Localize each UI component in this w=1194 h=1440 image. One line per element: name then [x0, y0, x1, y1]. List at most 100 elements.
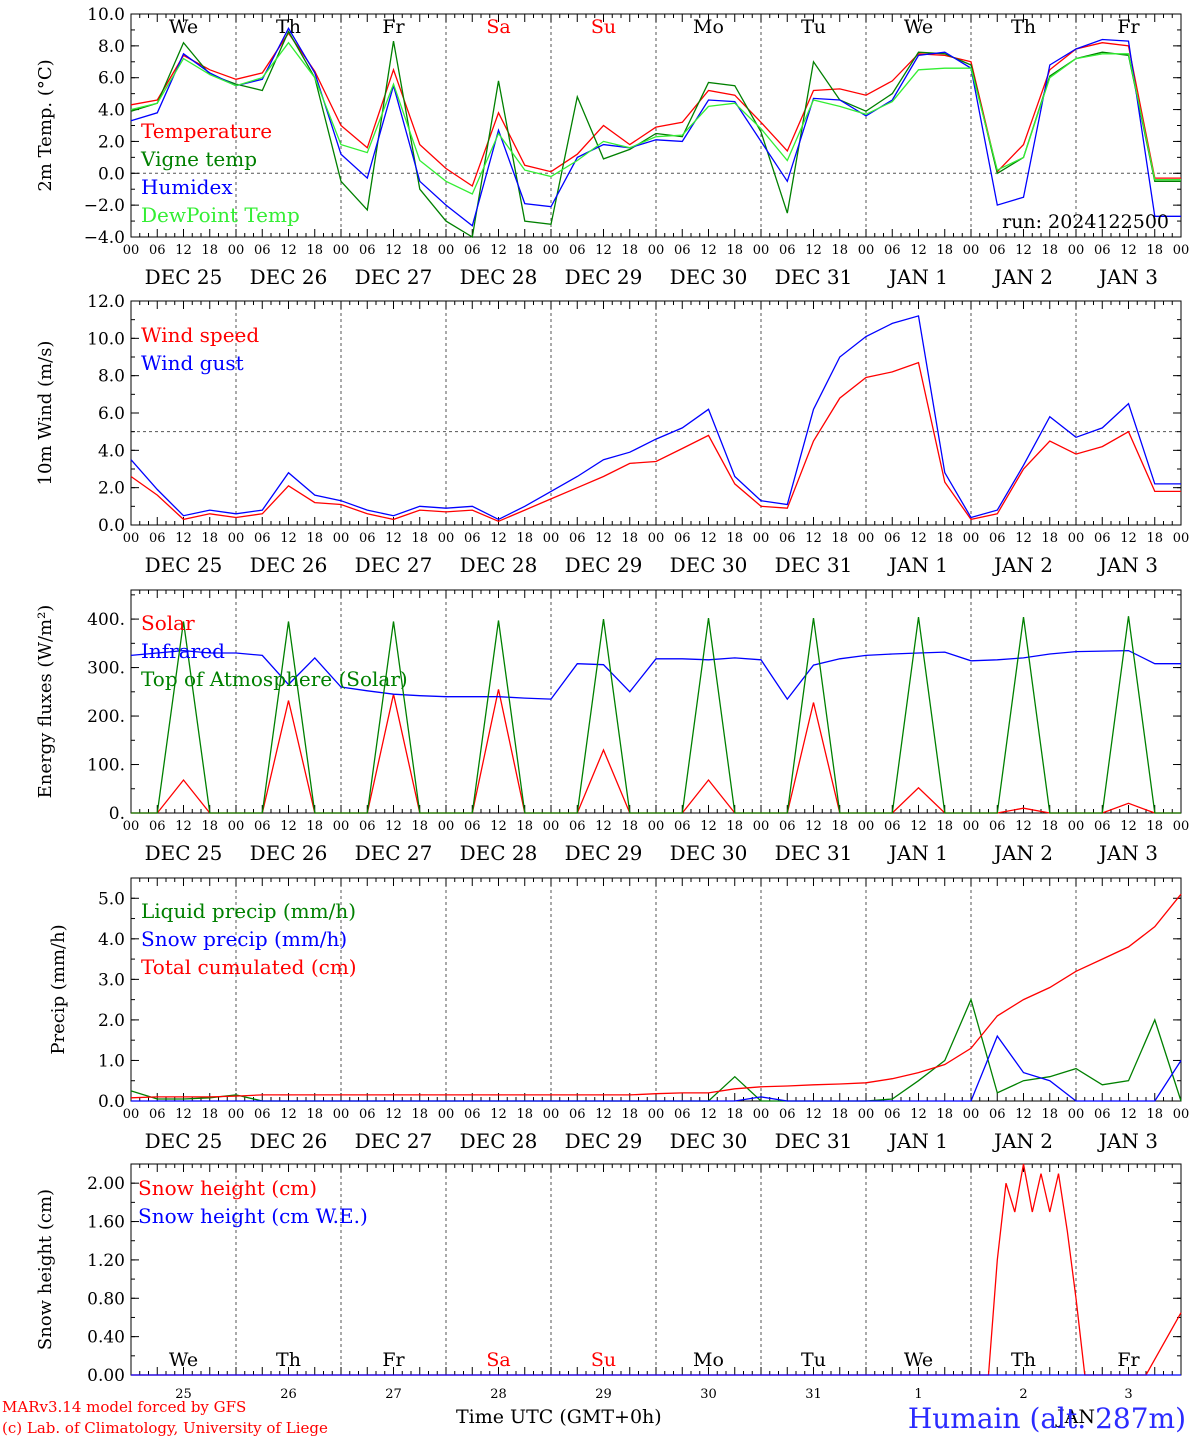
- panel-2-date-label: DEC 28: [460, 841, 538, 865]
- panel-1-legend-wind-speed: Wind speed: [141, 323, 259, 347]
- panel-3-hour-label: 18: [1041, 1107, 1058, 1122]
- panel-1-hour-label: 18: [516, 531, 533, 546]
- panel-2-hour-label: 06: [464, 819, 481, 834]
- panel-3-date-label: DEC 28: [460, 1129, 538, 1153]
- panel-1-hour-label: 00: [1068, 531, 1085, 546]
- panel-3-hour-label: 18: [1146, 1107, 1163, 1122]
- panel-0-y-tick-label: 2.0: [98, 132, 125, 152]
- panel-4-y-tick-label: 2.00: [87, 1174, 125, 1194]
- panel-1-hour-label: 00: [333, 531, 350, 546]
- panel-4-day-number: 31: [805, 1387, 822, 1402]
- panel-0-y-tick-label: −4.0: [84, 228, 125, 248]
- panel-3-hour-label: 12: [595, 1107, 612, 1122]
- panel-2-hour-label: 12: [700, 819, 717, 834]
- panel-3-date-label: DEC 26: [250, 1129, 328, 1153]
- panel-0-hour-label: 18: [1146, 243, 1163, 258]
- panel-0-hour-label: 12: [700, 243, 717, 258]
- panel-1-hour-label: 18: [621, 531, 638, 546]
- panel-0-weekday-label: Th: [1011, 16, 1036, 38]
- panel-3-hour-label: 12: [385, 1107, 402, 1122]
- panel-2-hour-label: 06: [149, 819, 166, 834]
- panel-0-weekday-label: We: [904, 16, 933, 38]
- panel-0-hour-label: 18: [306, 243, 323, 258]
- panel-2-hour-label: 12: [910, 819, 927, 834]
- panel-3-date-label: JAN 2: [992, 1129, 1053, 1153]
- panel-2-hour-label: 06: [1094, 819, 1111, 834]
- panel-3-hour-label: 12: [700, 1107, 717, 1122]
- panel-4-y-tick-label: 1.60: [87, 1213, 125, 1233]
- panel-1-hour-label: 18: [936, 531, 953, 546]
- panel-1-hour-label: 06: [989, 531, 1006, 546]
- panel-1-hour-label: 00: [648, 531, 665, 546]
- panel-2-hour-label: 00: [543, 819, 560, 834]
- panel-4-y-tick-label: 0.00: [87, 1366, 125, 1386]
- panel-2-date-label: JAN 2: [992, 841, 1053, 865]
- panel-0-hour-label: 06: [359, 243, 376, 258]
- panel-1-hour-label: 06: [254, 531, 271, 546]
- panel-1-hour-label: 00: [858, 531, 875, 546]
- panel-3-hour-label: 18: [621, 1107, 638, 1122]
- panel-3-hour-label: 12: [175, 1107, 192, 1122]
- panel-2-hour-label: 00: [123, 819, 140, 834]
- panel-0-date-label: DEC 31: [775, 265, 853, 289]
- panel-0-hour-label: 06: [779, 243, 796, 258]
- panel-2-legend-top-of-atmosphere-solar-: Top of Atmosphere (Solar): [141, 667, 408, 691]
- footer-line-1: MARv3.14 model forced by GFS: [2, 1398, 247, 1416]
- panel-2-hour-label: 18: [621, 819, 638, 834]
- panel-0-hour-label: 00: [963, 243, 980, 258]
- panel-2-date-label: DEC 30: [670, 841, 748, 865]
- panel-1-hour-label: 00: [753, 531, 770, 546]
- panel-3-date-label: DEC 31: [775, 1129, 853, 1153]
- panel-2-hour-label: 12: [385, 819, 402, 834]
- panel-0-hour-label: 06: [1094, 243, 1111, 258]
- panel-1-y-tick-label: 0.0: [98, 516, 125, 536]
- panel-0-hour-label: 12: [1015, 243, 1032, 258]
- panel-1-hour-label: 06: [569, 531, 586, 546]
- panel-2-hour-label: 18: [1146, 819, 1163, 834]
- panel-0-hour-label: 18: [1041, 243, 1058, 258]
- panel-0-hour-label: 00: [543, 243, 560, 258]
- panel-0-weekday-label: Su: [591, 16, 616, 38]
- panel-3-hour-label: 06: [149, 1107, 166, 1122]
- panel-0-hour-label: 00: [228, 243, 245, 258]
- panel-1-hour-label: 18: [726, 531, 743, 546]
- panel-2-hour-label: 00: [1173, 819, 1190, 834]
- panel-0-series-dewpoint-temp: [130, 41, 1181, 195]
- panel-3-hour-label: 12: [1120, 1107, 1137, 1122]
- panel-0-hour-label: 12: [910, 243, 927, 258]
- panel-0-hour-label: 12: [1120, 243, 1137, 258]
- x-axis-month-label: JAN: [1057, 1406, 1095, 1428]
- panel-1-hour-label: 06: [884, 531, 901, 546]
- panel-4-weekday-label: Th: [276, 1349, 301, 1371]
- panel-1-date-label: JAN 3: [1097, 553, 1158, 577]
- panel-3-hour-label: 12: [1015, 1107, 1032, 1122]
- panel-1-y-tick-label: 6.0: [98, 404, 125, 424]
- panel-0-hour-label: 06: [254, 243, 271, 258]
- panel-2-hour-label: 18: [306, 819, 323, 834]
- station-label: Humain (alt. 287m): [907, 1402, 1186, 1435]
- panel-0-y-tick-label: 0.0: [98, 164, 125, 184]
- panel-0-date-label: JAN 3: [1097, 265, 1158, 289]
- panel-2-hour-label: 06: [674, 819, 691, 834]
- panel-1-date-label: JAN 2: [992, 553, 1053, 577]
- panel-2-date-label: JAN 3: [1097, 841, 1158, 865]
- panel-0-weekday-label: Sa: [486, 16, 510, 38]
- panel-1-hour-label: 18: [831, 531, 848, 546]
- panel-2-date-label: JAN 1: [887, 841, 948, 865]
- panel-2-hour-label: 00: [963, 819, 980, 834]
- panel-0-hour-label: 00: [333, 243, 350, 258]
- panel-1-y-tick-label: 4.0: [98, 441, 125, 461]
- panel-2-hour-label: 06: [359, 819, 376, 834]
- panel-3-date-label: JAN 1: [887, 1129, 948, 1153]
- panel-2-hour-label: 12: [1120, 819, 1137, 834]
- panel-4-y-tick-label: 0.80: [87, 1289, 125, 1309]
- panel-4-day-number: 2: [1019, 1387, 1027, 1402]
- panel-4-weekday-label: Sa: [486, 1349, 510, 1371]
- panel-0-hour-label: 12: [595, 243, 612, 258]
- panel-4-weekday-label: Tu: [801, 1349, 826, 1371]
- panel-1-date-label: DEC 26: [250, 553, 328, 577]
- panel-0-hour-label: 00: [1068, 243, 1085, 258]
- panel-3-hour-label: 18: [201, 1107, 218, 1122]
- panel-0-weekday-label: Th: [276, 16, 301, 38]
- panel-1-y-tick-label: 12.0: [87, 292, 125, 312]
